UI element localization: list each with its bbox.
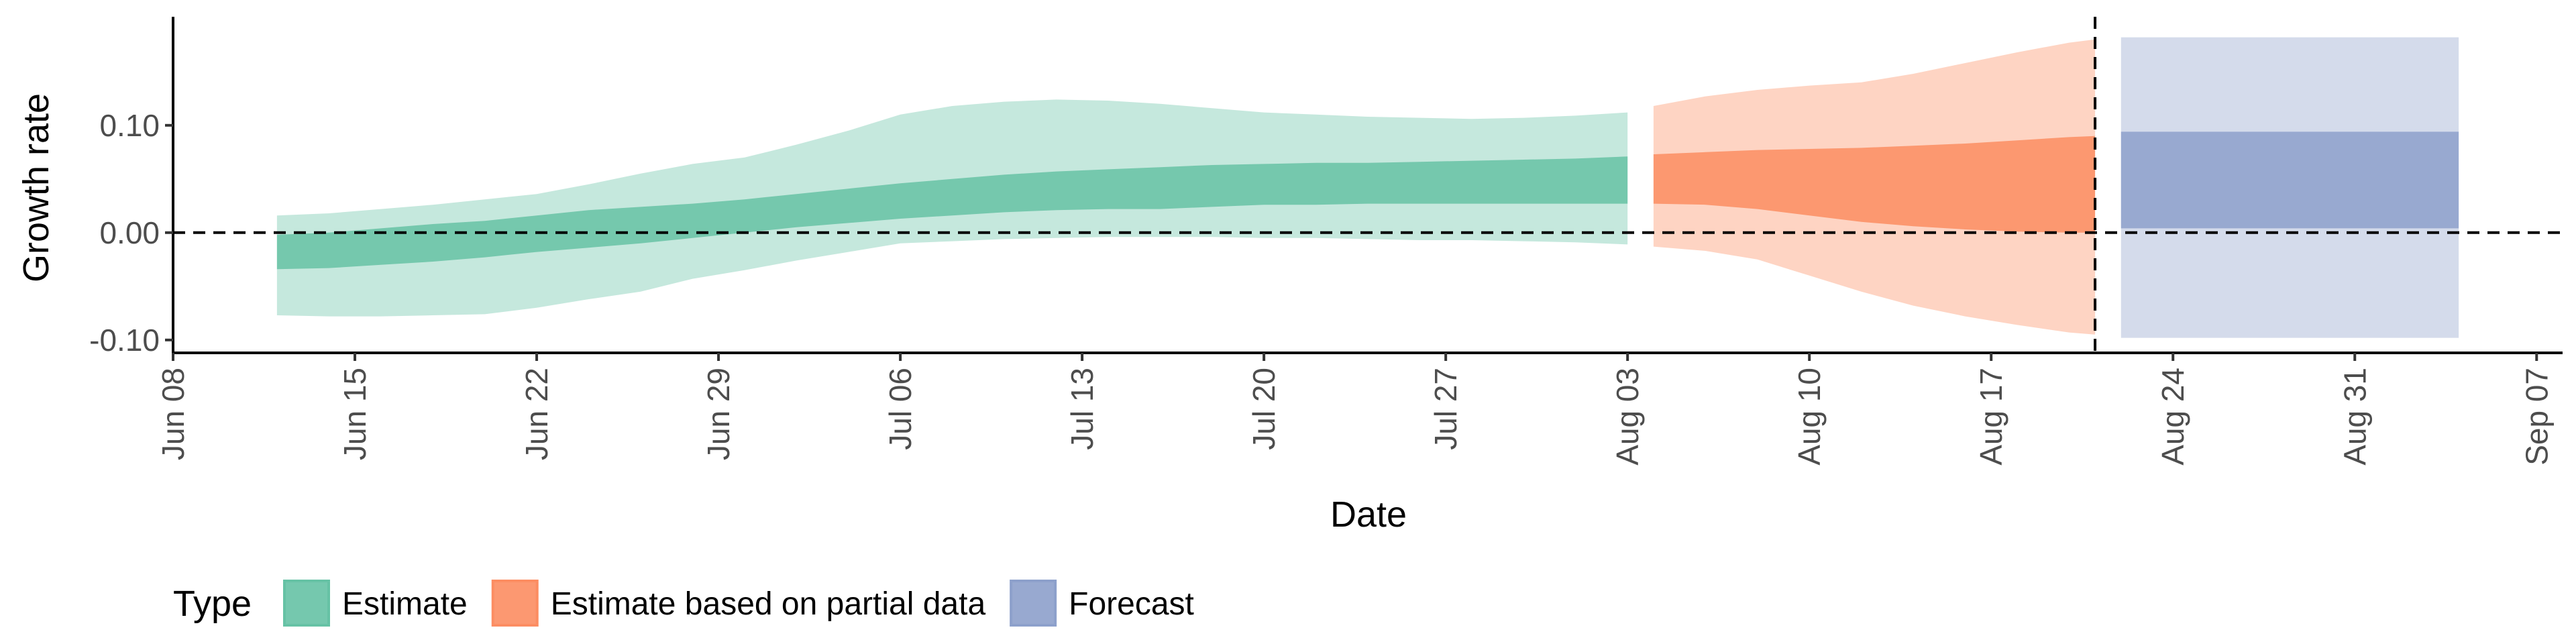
- y-tick-label: 0.00: [99, 215, 160, 250]
- x-tick-label: Jul 20: [1246, 368, 1281, 450]
- x-tick-label: Aug 03: [1610, 368, 1645, 466]
- x-tick-label: Jun 29: [701, 368, 736, 460]
- estimate-legend-label: Estimate: [342, 586, 468, 622]
- forecast-legend-key: [1010, 580, 1057, 627]
- estimate-inner-band: [276, 156, 1628, 270]
- estimate-based-on-partial-data-legend-key: [491, 580, 539, 627]
- reference-lines: [173, 17, 2563, 353]
- x-tick-labels: Jun 08 Jun 15 Jun 22 Jun 29 Jul 06 Jul 13 Jul …: [156, 368, 2554, 466]
- axes: [165, 17, 2563, 361]
- plot-bands: [276, 37, 2459, 338]
- x-tick-label: Aug 17: [1974, 368, 2008, 466]
- x-tick-label: Jul 13: [1065, 368, 1099, 450]
- x-tick-label: Jun 15: [337, 368, 372, 460]
- x-tick-label: Jul 27: [1428, 368, 1463, 450]
- estimate-legend-key: [283, 580, 330, 627]
- x-tick-label: Aug 10: [1792, 368, 1827, 466]
- forecast-inner-band: [2121, 131, 2459, 229]
- y-tick-label: -0.10: [89, 323, 160, 358]
- x-tick-label: Aug 24: [2155, 368, 2190, 466]
- x-tick-label: Jun 22: [519, 368, 554, 460]
- x-tick-label: Jun 08: [156, 368, 191, 460]
- y-tick-label: 0.10: [99, 108, 160, 143]
- legend: Type Estimate Estimate based on partial d…: [173, 580, 1194, 627]
- estimate-based-on-partial-data-legend-label: Estimate based on partial data: [551, 586, 986, 622]
- x-tick-label: Jul 06: [883, 368, 918, 450]
- legend-title: Type: [173, 584, 252, 624]
- x-axis-title: Date: [1330, 494, 1407, 535]
- estimate-based-on-partial-data-inner-band: [1653, 136, 2096, 233]
- x-tick-label: Sep 07: [2519, 368, 2554, 466]
- x-tick-label: Aug 31: [2337, 368, 2372, 466]
- y-tick-labels: 0.10 0.00 -0.10: [89, 108, 160, 358]
- forecast-legend-label: Forecast: [1069, 586, 1194, 622]
- y-axis-title: Growth rate: [16, 93, 56, 282]
